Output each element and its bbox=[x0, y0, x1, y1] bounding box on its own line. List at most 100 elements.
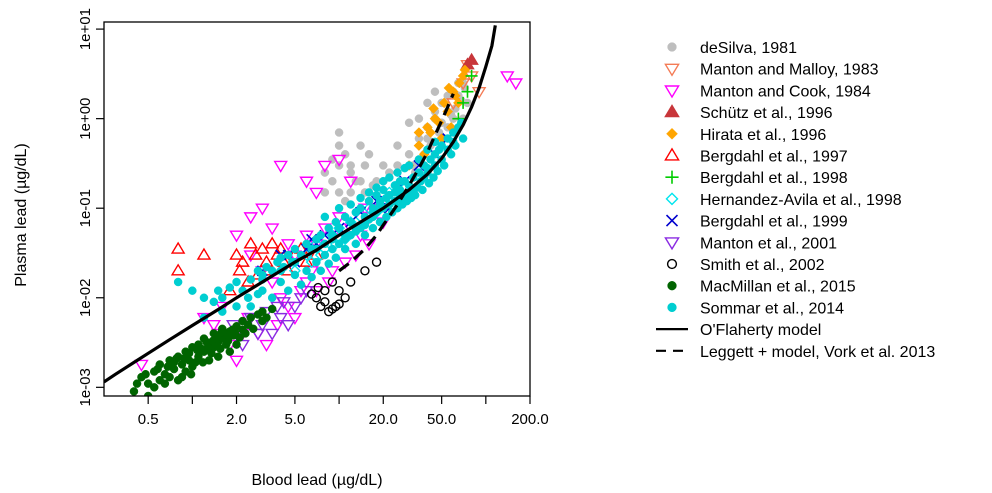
data-point bbox=[165, 372, 174, 382]
data-point bbox=[414, 114, 424, 123]
legend-label: Leggett + model, Vork et al. 2013 bbox=[700, 344, 935, 361]
data-point bbox=[248, 324, 258, 334]
data-point bbox=[203, 343, 213, 352]
data-point bbox=[246, 275, 255, 284]
y-tick-label: 1e-01 bbox=[77, 189, 94, 227]
data-point bbox=[246, 313, 255, 322]
data-point bbox=[364, 150, 374, 159]
data-point bbox=[276, 253, 285, 262]
data-point bbox=[134, 359, 149, 372]
data-point bbox=[253, 289, 263, 299]
data-point bbox=[243, 236, 258, 249]
data-point bbox=[433, 166, 442, 176]
data-point bbox=[172, 354, 181, 363]
data-point bbox=[232, 340, 241, 349]
data-point bbox=[280, 239, 296, 252]
data-point bbox=[328, 244, 337, 254]
data-point bbox=[309, 187, 324, 200]
data-point bbox=[356, 176, 365, 186]
data-point bbox=[334, 285, 344, 296]
data-point bbox=[382, 193, 391, 203]
data-point bbox=[360, 230, 370, 240]
data-point bbox=[410, 190, 420, 200]
data-point bbox=[446, 150, 456, 159]
data-point bbox=[248, 247, 263, 260]
data-point bbox=[206, 320, 222, 333]
data-point bbox=[356, 141, 365, 150]
data-point bbox=[423, 98, 432, 108]
data-point bbox=[418, 185, 427, 195]
x-tick-label: 0.5 bbox=[138, 411, 159, 428]
data-point bbox=[241, 329, 250, 338]
data-point bbox=[459, 64, 471, 76]
data-point bbox=[302, 266, 311, 276]
data-point bbox=[283, 286, 293, 295]
data-point bbox=[258, 307, 267, 316]
data-point bbox=[217, 328, 226, 337]
data-point bbox=[209, 297, 219, 307]
legend-symbol bbox=[664, 63, 680, 77]
data-point bbox=[340, 150, 350, 159]
data-point bbox=[346, 200, 355, 209]
data-point bbox=[425, 127, 436, 138]
data-point bbox=[170, 241, 186, 254]
data-point bbox=[324, 223, 333, 233]
legend-symbol bbox=[664, 237, 680, 251]
data-point bbox=[173, 277, 183, 287]
data-point bbox=[273, 241, 288, 254]
data-point bbox=[163, 362, 173, 371]
data-point bbox=[404, 150, 414, 159]
data-point bbox=[250, 328, 266, 341]
x-tick-label: 50.0 bbox=[427, 411, 456, 428]
data-point bbox=[351, 239, 361, 249]
legend-symbol bbox=[667, 42, 677, 52]
data-point bbox=[413, 127, 425, 138]
data-point bbox=[230, 328, 240, 337]
data-point bbox=[186, 369, 196, 379]
data-point bbox=[287, 301, 303, 314]
legend-label: Manton and Malloy, 1983 bbox=[700, 62, 879, 79]
data-point bbox=[213, 341, 222, 351]
data-point bbox=[225, 283, 235, 292]
series-12 bbox=[173, 118, 468, 322]
data-point bbox=[413, 140, 425, 151]
data-point bbox=[508, 78, 524, 91]
data-point bbox=[243, 293, 253, 303]
data-point bbox=[177, 372, 187, 382]
data-point bbox=[196, 247, 212, 260]
data-point bbox=[225, 347, 235, 356]
data-point bbox=[334, 223, 344, 233]
data-point bbox=[346, 168, 355, 177]
data-point bbox=[232, 302, 241, 311]
data-point bbox=[188, 286, 197, 295]
data-point bbox=[334, 239, 344, 249]
data-point bbox=[334, 141, 344, 150]
legend-symbol bbox=[665, 192, 679, 206]
data-point bbox=[229, 355, 244, 368]
data-point bbox=[259, 339, 274, 352]
data-point bbox=[320, 188, 330, 197]
data-point bbox=[343, 176, 358, 189]
legend-entry-2: Manton and Cook, 1984 bbox=[664, 83, 871, 100]
data-point bbox=[324, 259, 333, 268]
legend-symbol bbox=[665, 170, 679, 184]
data-point bbox=[307, 272, 316, 282]
data-point bbox=[293, 293, 309, 306]
data-point bbox=[346, 161, 355, 170]
data-point bbox=[320, 297, 330, 307]
data-point bbox=[500, 71, 515, 84]
data-point bbox=[424, 178, 434, 188]
legend-label: Manton and Cook, 1984 bbox=[700, 83, 871, 100]
data-point bbox=[143, 391, 153, 396]
data-point bbox=[255, 203, 270, 216]
data-point bbox=[334, 299, 344, 309]
data-point bbox=[334, 128, 344, 137]
legend-symbol bbox=[665, 214, 679, 227]
data-point bbox=[132, 379, 142, 388]
data-point bbox=[437, 141, 446, 150]
legend-entry-6: Bergdahl et al., 1998 bbox=[665, 170, 848, 187]
data-point bbox=[340, 244, 350, 254]
legend-symbol bbox=[667, 302, 677, 313]
data-point bbox=[316, 266, 326, 276]
legend-symbol bbox=[666, 258, 678, 270]
